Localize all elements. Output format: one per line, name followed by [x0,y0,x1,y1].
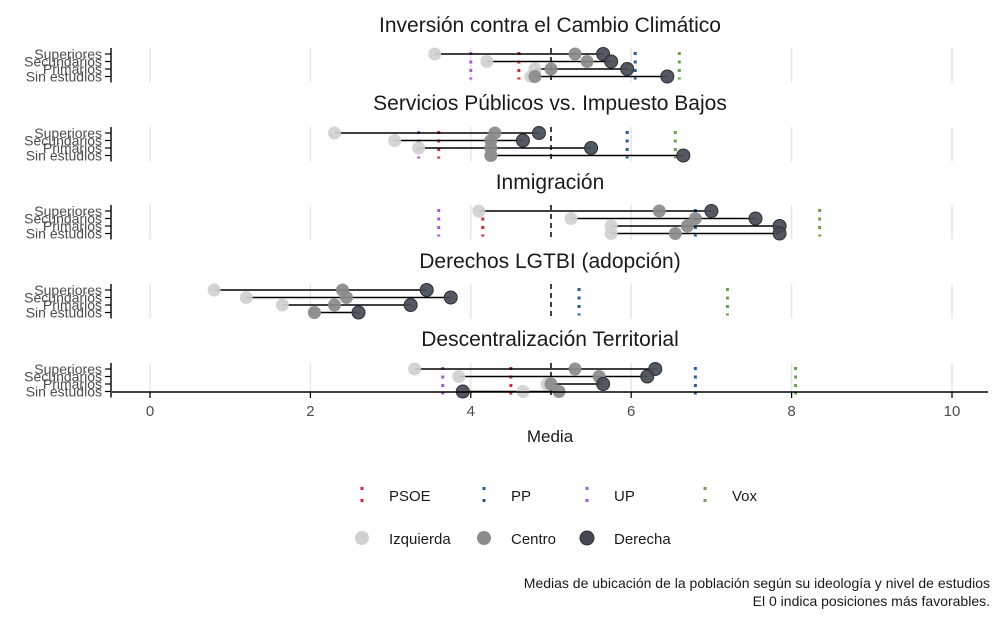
point-izquierda [275,298,289,312]
panel-title: Descentralización Territorial [421,328,679,351]
caption-line-2: El 0 indica posiciones más favorables. [753,593,990,609]
panel-title: Servicios Públicos vs. Impuesto Bajos [373,92,727,115]
legend-label-psoe: PSOE [389,488,431,505]
y-tick-label: Secundarios [24,133,102,149]
y-tick-label: Primarios [43,61,102,77]
point-derecha [676,148,691,163]
y-tick-label: Primarios [43,297,102,313]
point-derecha [443,290,458,305]
point-izquierda [604,227,618,240]
y-tick-label: Sin estudios [26,305,102,321]
x-tick-labels: 0 2 4 6 8 10 [146,392,961,420]
panel-5: Descentralización TerritorialSuperioresS… [24,328,953,400]
point-centro [528,70,542,83]
point-centro [327,298,341,312]
x-tick-label: 4 [467,403,475,420]
point-derecha [403,298,418,312]
legend-key-centro [477,531,491,545]
legend-label-izquierda: Izquierda [389,531,451,548]
y-tick-label: Primarios [43,218,102,234]
y-tick-label: Superiores [34,361,102,377]
panel-title: Inmigración [496,171,605,194]
y-tick-label: Sin estudios [26,148,102,164]
x-tick-label: 0 [146,403,154,420]
point-centro [568,362,582,376]
point-centro [668,227,682,240]
point-izquierda [388,134,402,147]
legend: PSOE PP UP Vox Izquierda Centro Derecha [355,487,758,548]
point-derecha [748,211,763,226]
y-tick-label: Secundarios [24,369,102,385]
legend-label-pp: PP [511,488,531,505]
point-centro [307,306,321,319]
legend-key-derecha [579,530,595,546]
point-izquierda [327,126,341,140]
x-tick-label: 8 [787,403,795,420]
y-tick-label: Secundarios [24,290,102,306]
panel-2: Servicios Públicos vs. Impuesto Bajos Sup… [24,92,953,164]
chart-panels: Inversión contra el Cambio Climático Supe… [24,14,953,400]
x-tick-label: 2 [306,403,314,420]
point-derecha [515,133,530,148]
point-centro [680,219,694,233]
y-tick-label: Sin estudios [26,384,102,400]
point-izquierda [428,47,442,61]
point-centro [544,62,558,76]
y-tick-label: Superiores [34,46,102,62]
point-centro [580,55,594,68]
point-derecha [351,305,366,320]
point-derecha [604,54,619,69]
point-derecha [640,369,655,384]
point-centro [652,204,666,218]
point-derecha [620,62,635,76]
legend-label-derecha: Derecha [614,531,671,548]
x-axis: 0 2 4 6 8 10 Media [112,391,988,446]
point-izquierda [239,291,253,304]
point-derecha [596,377,611,391]
y-tick-label: Sin estudios [26,226,102,242]
y-tick-label: Secundarios [24,54,102,70]
x-axis-title: Media [527,427,574,446]
y-tick-label: Secundarios [24,211,102,227]
point-izquierda [452,370,466,383]
caption: Medias de ubicación de la población segú… [524,575,990,609]
legend-label-centro: Centro [511,531,556,548]
y-tick-label: Superiores [34,203,102,219]
panel-title: Derechos LGTBI (adopción) [419,250,680,273]
panel-3: Inmigración SuperioresSecundariosPrimario… [24,171,953,242]
point-izquierda [412,141,426,155]
y-tick-label: Superiores [34,125,102,141]
point-centro [568,47,582,61]
point-centro [484,149,498,162]
point-derecha [419,283,434,297]
legend-label-vox: Vox [732,488,758,505]
legend-label-up: UP [614,488,635,505]
panel-1: Inversión contra el Cambio Climático Supe… [24,14,953,85]
point-izquierda [480,55,494,68]
y-tick-label: Primarios [43,140,102,156]
y-tick-label: Sin estudios [26,69,102,85]
point-izquierda [408,362,422,376]
point-derecha [772,226,787,241]
point-izquierda [207,283,221,297]
panel-4: Derechos LGTBI (adopción) SuperioresSecun… [24,250,953,321]
x-tick-label: 10 [944,403,961,420]
legend-key-izquierda [355,531,369,545]
x-tick-label: 6 [627,403,635,420]
caption-line-1: Medias de ubicación de la población segú… [524,575,990,591]
point-izquierda [472,204,486,218]
y-tick-label: Primarios [43,376,102,392]
point-izquierda [564,212,578,225]
y-tick-label: Superiores [34,282,102,298]
point-derecha [584,141,599,155]
point-derecha [660,69,675,84]
point-derecha [704,204,719,218]
point-centro [339,291,353,304]
panel-title: Inversión contra el Cambio Climático [379,14,721,37]
point-derecha [531,126,546,140]
